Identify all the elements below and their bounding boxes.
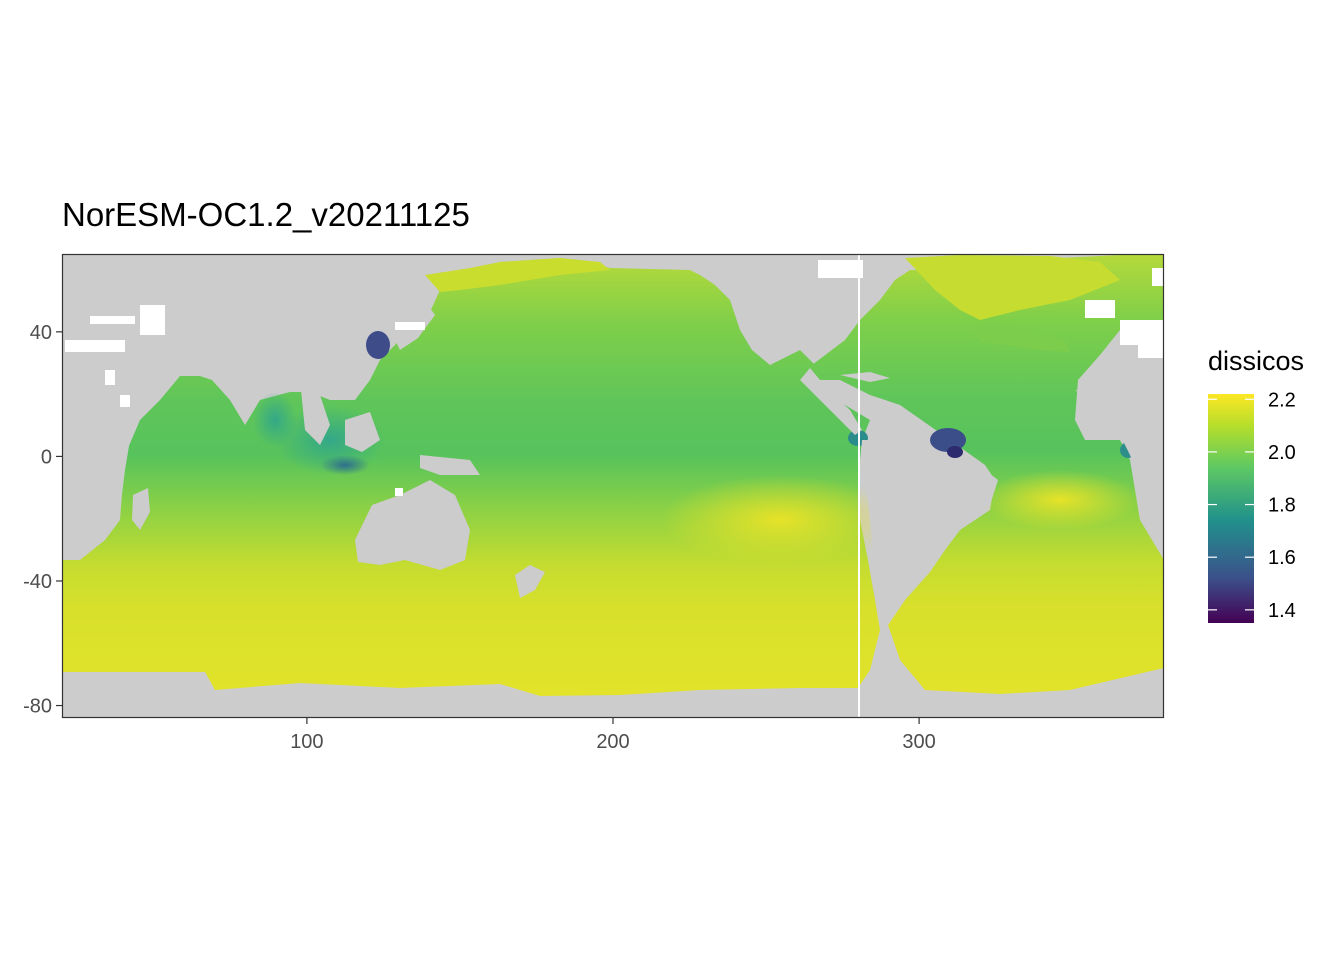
new-zealand (515, 565, 545, 598)
south-atlantic-subtropical-high (980, 470, 1140, 530)
south-america (860, 440, 998, 625)
indo-pacific-ocean (62, 258, 880, 696)
africa-east-edge (1075, 390, 1164, 490)
y-tick-label: 0 (41, 446, 52, 468)
y-tick-label: -40 (23, 571, 52, 593)
colorbar-tick-label: 2.0 (1268, 442, 1296, 464)
amazon-outflow-core (947, 446, 963, 458)
land-masses (62, 305, 1164, 625)
x-tick-label: 300 (902, 731, 935, 753)
colorbar-tick-label: 1.4 (1268, 600, 1296, 622)
south-pacific-subtropical-high (660, 475, 900, 565)
map-panel (62, 254, 1164, 718)
amazon-outflow-low (930, 428, 966, 452)
bay-of-bengal-low (253, 392, 297, 448)
australia (355, 480, 470, 570)
colorbar (1208, 394, 1254, 623)
colorbar-ticks: 2.2 2.0 1.8 1.6 1.4 (1208, 389, 1296, 622)
colorbar-legend: 2.2 2.0 1.8 1.6 1.4 (1208, 389, 1296, 623)
central-america (800, 368, 862, 435)
y-tick-label: 40 (30, 322, 52, 344)
x-tick-label: 200 (596, 731, 629, 753)
indochina (300, 380, 330, 445)
arctic-edge (425, 258, 610, 292)
atlantic-ocean (805, 255, 1164, 694)
borneo (345, 412, 380, 452)
madagascar (132, 488, 150, 530)
colorbar-tick-label: 1.8 (1268, 495, 1296, 517)
east-china-sea-low (366, 331, 390, 359)
ocean-field (62, 255, 1164, 696)
map-panel-border (61, 253, 1165, 719)
x-tick-label: 100 (290, 731, 323, 753)
map-title: NorESM-OC1.2_v20211125 (62, 196, 470, 233)
caribbean-islands (840, 372, 890, 382)
mediterranean-sea (970, 322, 1070, 352)
y-tick-label: -80 (23, 696, 52, 718)
legend-title: dissicos (1208, 346, 1305, 376)
colorbar-tick-label: 1.6 (1268, 547, 1296, 569)
maritime-continent-low (320, 455, 370, 475)
new-guinea (420, 455, 480, 475)
x-axis: 100 200 300 (290, 718, 936, 753)
africa (62, 380, 130, 560)
missing-data-patches (65, 254, 1164, 718)
north-atlantic-high (905, 255, 1120, 320)
y-axis: 40 0 -40 -80 (23, 322, 62, 718)
colorbar-tick-label: 2.2 (1268, 389, 1296, 411)
